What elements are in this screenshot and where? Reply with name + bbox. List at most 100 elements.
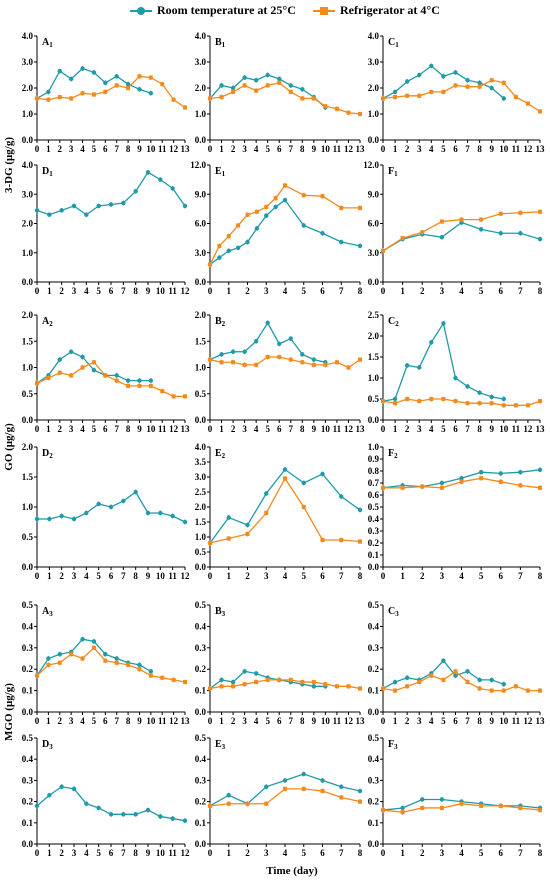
- point-B2-1-4: [254, 362, 259, 367]
- x-tick-label-E1-5: 5: [302, 286, 307, 296]
- y-tick-label-C2-1: 0.5: [368, 394, 380, 404]
- point-A1-0-1: [46, 89, 51, 95]
- point-B2-1-1: [219, 360, 224, 365]
- panel-label-B3: B3: [215, 606, 226, 618]
- y-tick-label-B3-1: 0.1: [195, 686, 207, 696]
- y-tick-label-D3-2: 0.2: [22, 797, 34, 807]
- point-A2-0-10: [148, 378, 154, 383]
- series-A2-1: [35, 359, 187, 399]
- y-tick-label-F2-10: 1.0: [368, 442, 380, 452]
- x-tick-label-F3-2: 2: [420, 848, 425, 858]
- x-tick-label-C2-2: 2: [405, 424, 410, 434]
- point-D3-0-5: [96, 805, 101, 811]
- point-F2-1-1: [400, 485, 405, 490]
- point-A2-0-4: [80, 354, 85, 360]
- x-tick-label-C2-9: 9: [489, 424, 494, 434]
- point-A3-1-6: [103, 658, 108, 663]
- point-C3-1-0: [381, 686, 385, 691]
- series-D1-0: [34, 169, 188, 218]
- y-tick-label-A2-2: 1.0: [22, 363, 34, 373]
- point-C3-1-11: [513, 684, 518, 689]
- point-D3-0-3: [71, 786, 77, 792]
- point-F2-1-2: [420, 484, 425, 489]
- point-A1-1-1: [46, 97, 51, 102]
- point-D1-0-9: [145, 170, 151, 175]
- point-B1-1-3: [242, 83, 247, 88]
- point-B1-1-0: [208, 96, 212, 101]
- x-tick-label-F2-0: 0: [381, 571, 386, 581]
- point-B2-1-6: [277, 355, 282, 359]
- point-D2-0-12: [182, 519, 188, 525]
- x-tick-label-C1-11: 11: [512, 144, 521, 154]
- point-A2-1-6: [103, 373, 108, 378]
- panel-label-C1: C1: [388, 37, 399, 49]
- point-A3-1-8: [126, 662, 131, 667]
- y-tick-label-E2-7: 3.5: [195, 457, 207, 467]
- y-tick-label-E2-8: 4.0: [195, 442, 207, 452]
- x-tick-label-C1-3: 3: [417, 144, 422, 154]
- y-tick-label-C3-5: 0.5: [368, 600, 380, 610]
- point-D1-0-0: [34, 208, 40, 213]
- point-D3-0-0: [34, 803, 40, 809]
- x-tick-label-E1-2: 2: [245, 286, 250, 296]
- y-tick-label-B2-1: 0.5: [195, 389, 207, 399]
- panel-label-sub-C3: 3: [395, 610, 399, 618]
- point-C1-1-12: [525, 101, 530, 106]
- point-B2-0-1: [219, 352, 224, 357]
- point-F3-1-2: [420, 805, 425, 810]
- point-F3-1-7: [518, 805, 523, 810]
- y-tick-label-F3-0: 0.0: [368, 839, 380, 849]
- point-D2-0-2: [59, 513, 64, 519]
- panel-E3: 0.0 0.1 0.2 0.3 0.4 0.5 0 1 2 3 4 5 6 7 8 E3: [195, 733, 363, 858]
- y-tick-label-B1-4: 4.0: [195, 31, 207, 41]
- point-D3-0-8: [133, 812, 138, 817]
- panel-label-sub-A1: 1: [49, 41, 53, 49]
- series-line-C2-1: [382, 398, 541, 406]
- point-C1-1-0: [381, 96, 385, 101]
- point-A1-1-13: [183, 105, 187, 110]
- point-E3-1-5: [301, 786, 306, 791]
- x-tick-label-E2-7: 7: [339, 571, 344, 581]
- series-B2-1: [208, 354, 362, 370]
- point-B2-0-8: [300, 352, 305, 357]
- x-tick-label-D1-8: 8: [133, 286, 138, 296]
- point-C1-1-11: [513, 95, 518, 100]
- y-tick-label-A1-0: 0.0: [22, 135, 34, 145]
- point-A2-0-7: [114, 373, 119, 378]
- point-C1-0-8: [477, 80, 482, 86]
- point-F3-1-4: [459, 801, 464, 806]
- point-B3-0-2: [230, 679, 236, 685]
- x-tick-label-C3-0: 0: [381, 716, 386, 726]
- point-D1-0-7: [121, 200, 126, 206]
- point-C2-0-3: [417, 365, 422, 370]
- y-tick-label-B3-2: 0.2: [195, 664, 207, 674]
- point-F2-0-8: [537, 467, 543, 472]
- point-C2-1-7: [465, 401, 470, 406]
- y-tick-label-C1-1: 1.0: [368, 109, 380, 119]
- x-tick-label-B3-0: 0: [208, 716, 213, 726]
- y-tick-label-A1-3: 3.0: [22, 57, 34, 67]
- point-F3-0-1: [400, 805, 405, 811]
- series-A1-1: [35, 73, 187, 110]
- y-tick-label-E1-0: 0.0: [195, 277, 207, 287]
- y-tick-label-C3-4: 0.4: [368, 621, 380, 631]
- point-A1-0-9: [137, 87, 142, 92]
- point-A3-1-3: [69, 652, 74, 657]
- x-tick-label-A2-7: 7: [114, 424, 119, 434]
- x-tick-label-B3-7: 7: [289, 716, 294, 726]
- panel-label-sub-A3: 3: [49, 610, 53, 618]
- panel-label-sub-D1: 1: [49, 170, 53, 178]
- x-tick-label-C1-6: 6: [453, 144, 458, 154]
- x-tick-label-E3-1: 1: [227, 848, 232, 858]
- x-tick-label-D3-0: 0: [35, 848, 40, 858]
- x-tick-label-C3-6: 6: [453, 716, 458, 726]
- y-tick-label-C1-2: 2.0: [368, 83, 380, 93]
- point-F2-0-7: [518, 470, 523, 475]
- panel-label-sub-D3: 3: [49, 743, 53, 751]
- x-tick-label-A3-9: 9: [137, 716, 142, 726]
- x-tick-label-A3-12: 12: [169, 716, 179, 726]
- panel-E2: 0.0 0.5 1.0 1.5 2.0 2.5 3.0 3.5 4.0 0 1 2 3 4 5 6 7 8 E2: [195, 442, 363, 581]
- point-B3-1-1: [219, 684, 224, 689]
- y-tick-label-E2-2: 1.0: [195, 532, 207, 542]
